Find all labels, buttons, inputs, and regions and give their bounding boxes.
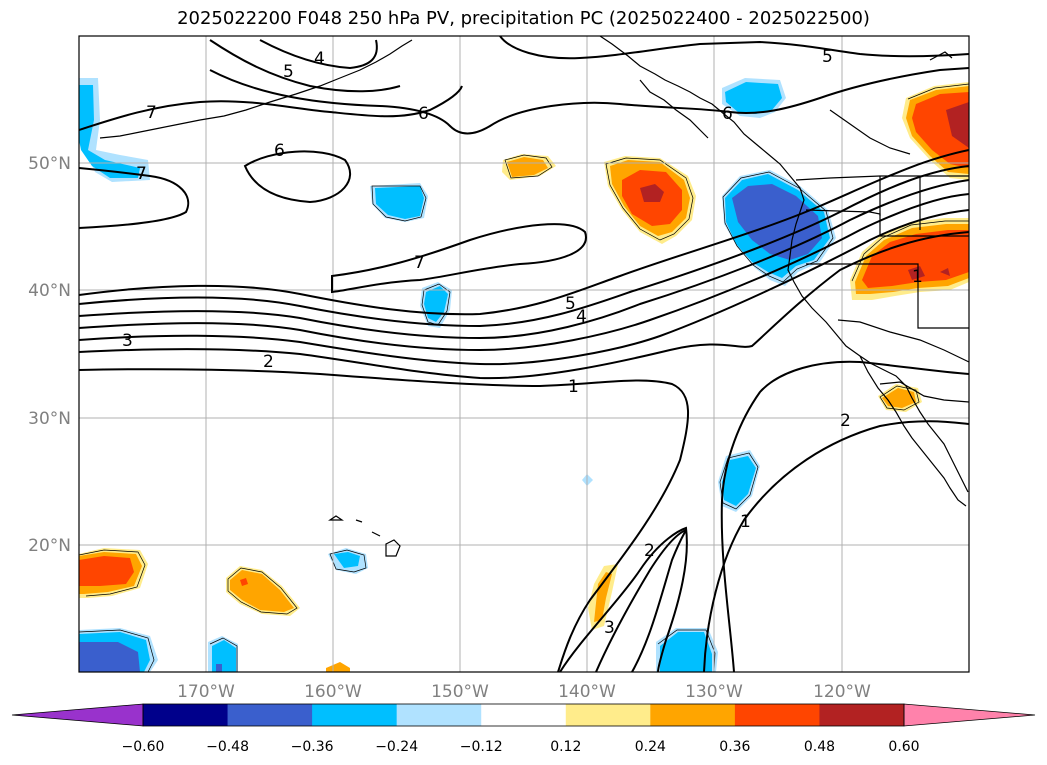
colorbar-segment <box>650 704 736 726</box>
contour-label: 6 <box>418 104 429 124</box>
lat-tick-label: 30°N <box>28 409 71 429</box>
lat-tick-label: 40°N <box>28 281 71 301</box>
lon-tick-label: 120°W <box>813 682 871 702</box>
contour-labels: 5 4 7 6 6 7 6 7 5 4 3 2 1 2 1 2 3 5 1 <box>122 47 923 638</box>
colorbar-tick-label: −0.48 <box>206 739 249 755</box>
lon-tick-label: 150°W <box>431 682 489 702</box>
contour-label: 3 <box>604 618 615 638</box>
colorbar-tick-label: 0.12 <box>550 739 581 755</box>
coastlines <box>99 36 969 557</box>
contour-label: 1 <box>740 512 751 532</box>
contour-label: 1 <box>568 377 579 397</box>
contour-label: 6 <box>722 104 733 124</box>
colorbar-tick-label: −0.36 <box>291 739 334 755</box>
colorbar-tick-label: 0.24 <box>635 739 666 755</box>
contour-label: 6 <box>274 141 285 161</box>
colorbar-segment <box>143 704 229 726</box>
lon-tick-label: 130°W <box>685 682 743 702</box>
colorbar-tick-label: −0.12 <box>460 739 503 755</box>
contour-label: 4 <box>576 307 587 327</box>
contour-label: 5 <box>283 62 294 82</box>
colorbar-tick-label: 0.60 <box>888 739 919 755</box>
precip-shading <box>79 78 969 672</box>
contour-label: 5 <box>565 294 576 314</box>
colorbar-segment <box>396 704 482 726</box>
colorbar-segment <box>312 704 398 726</box>
colorbar-tick-label: −0.24 <box>375 739 418 755</box>
colorbar: −0.60 −0.48 −0.36 −0.24 −0.12 0.12 0.24 … <box>11 703 1036 755</box>
contour-label: 7 <box>136 164 147 184</box>
colorbar-extend-high <box>903 703 1036 727</box>
contour-label: 7 <box>146 103 157 123</box>
contour-label: 5 <box>822 47 833 67</box>
contour-label: 2 <box>263 352 274 372</box>
colorbar-tick-label: −0.60 <box>122 739 165 755</box>
lat-tick-label: 50°N <box>28 154 71 174</box>
pv-contours <box>79 36 969 672</box>
colorbar-segment <box>481 704 567 726</box>
colorbar-tick-label: 0.36 <box>719 739 750 755</box>
contour-label: 1 <box>912 267 923 287</box>
contour-label: 3 <box>122 331 133 351</box>
colorbar-frame <box>142 703 905 727</box>
contour-label: 2 <box>840 411 851 431</box>
colorbar-segment <box>819 704 905 726</box>
colorbar-tick-label: 0.48 <box>804 739 835 755</box>
contour-label: 2 <box>644 541 655 561</box>
colorbar-segment <box>734 704 820 726</box>
colorbar-segment <box>565 704 651 726</box>
lon-tick-label: 170°W <box>177 682 235 702</box>
lon-tick-labels: 170°W 160°W 150°W 140°W 130°W 120°W <box>177 682 871 702</box>
map-title: 2025022200 F048 250 hPa PV, precipitatio… <box>177 8 870 29</box>
precip-outlines <box>79 83 969 672</box>
lon-tick-label: 140°W <box>558 682 616 702</box>
colorbar-segment <box>227 704 313 726</box>
lat-tick-label: 20°N <box>28 536 71 556</box>
graticule <box>79 36 969 672</box>
colorbar-extend-low <box>11 703 144 727</box>
map-frame <box>78 35 970 673</box>
contour-label: 7 <box>414 253 425 273</box>
lon-tick-label: 160°W <box>304 682 362 702</box>
lat-tick-labels: 50°N 40°N 30°N 20°N <box>28 154 71 556</box>
contour-label: 4 <box>314 49 325 69</box>
